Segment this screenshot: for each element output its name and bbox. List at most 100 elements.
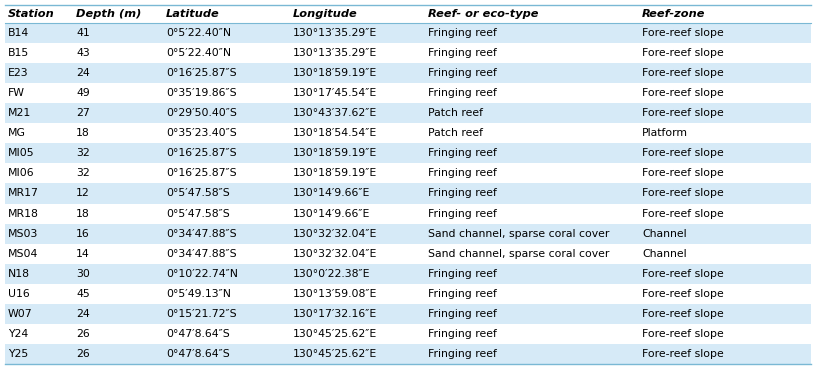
- Text: 0°15′21.72″S: 0°15′21.72″S: [166, 309, 237, 319]
- Text: Fore-reef slope: Fore-reef slope: [642, 88, 724, 98]
- Bar: [5, 23, 811, 43]
- Text: Fore-reef slope: Fore-reef slope: [642, 168, 724, 179]
- Text: 130°17′45.54″E: 130°17′45.54″E: [293, 88, 377, 98]
- Text: 130°13′35.29″E: 130°13′35.29″E: [293, 28, 377, 38]
- Text: Fringing reef: Fringing reef: [428, 189, 497, 199]
- Text: Fringing reef: Fringing reef: [428, 309, 497, 319]
- Text: MS04: MS04: [8, 249, 38, 259]
- Bar: [5, 304, 811, 324]
- Text: 0°16′25.87″S: 0°16′25.87″S: [166, 168, 237, 179]
- Text: MG: MG: [8, 128, 26, 138]
- Text: Reef- or eco-type: Reef- or eco-type: [428, 9, 539, 19]
- Text: Fore-reef slope: Fore-reef slope: [642, 309, 724, 319]
- Text: 130°0′22.38″E: 130°0′22.38″E: [293, 269, 370, 279]
- Text: 0°47′8.64″S: 0°47′8.64″S: [166, 329, 230, 339]
- Text: 24: 24: [76, 68, 90, 78]
- Text: Fringing reef: Fringing reef: [428, 88, 497, 98]
- Text: 0°5′47.58″S: 0°5′47.58″S: [166, 208, 230, 218]
- Text: 0°5′22.40″N: 0°5′22.40″N: [166, 48, 231, 58]
- Text: Depth (m): Depth (m): [76, 9, 141, 19]
- Text: 0°34′47.88″S: 0°34′47.88″S: [166, 249, 237, 259]
- Text: W07: W07: [8, 309, 33, 319]
- Text: FW: FW: [8, 88, 25, 98]
- Text: 130°13′35.29″E: 130°13′35.29″E: [293, 48, 377, 58]
- Bar: [5, 103, 811, 123]
- Text: Fore-reef slope: Fore-reef slope: [642, 208, 724, 218]
- Text: MR18: MR18: [8, 208, 39, 218]
- Text: Fore-reef slope: Fore-reef slope: [642, 68, 724, 78]
- Text: 18: 18: [76, 128, 90, 138]
- Bar: [5, 324, 811, 344]
- Text: E23: E23: [8, 68, 29, 78]
- Text: Fore-reef slope: Fore-reef slope: [642, 108, 724, 118]
- Text: Fore-reef slope: Fore-reef slope: [642, 289, 724, 299]
- Text: Fore-reef slope: Fore-reef slope: [642, 189, 724, 199]
- Text: 0°5′22.40″N: 0°5′22.40″N: [166, 28, 231, 38]
- Text: 130°18′59.19″E: 130°18′59.19″E: [293, 148, 377, 158]
- Text: Fringing reef: Fringing reef: [428, 168, 497, 179]
- Text: 130°32′32.04″E: 130°32′32.04″E: [293, 229, 377, 239]
- Text: 32: 32: [76, 168, 90, 179]
- Text: 130°18′59.19″E: 130°18′59.19″E: [293, 168, 377, 179]
- Text: 0°10′22.74″N: 0°10′22.74″N: [166, 269, 238, 279]
- Bar: [5, 284, 811, 304]
- Bar: [5, 43, 811, 63]
- Text: Fore-reef slope: Fore-reef slope: [642, 48, 724, 58]
- Text: Fringing reef: Fringing reef: [428, 349, 497, 359]
- Text: Platform: Platform: [642, 128, 688, 138]
- Text: N18: N18: [8, 269, 30, 279]
- Text: Patch reef: Patch reef: [428, 108, 483, 118]
- Text: Fringing reef: Fringing reef: [428, 329, 497, 339]
- Text: 0°47′8.64″S: 0°47′8.64″S: [166, 349, 230, 359]
- Text: Fore-reef slope: Fore-reef slope: [642, 28, 724, 38]
- Text: 14: 14: [76, 249, 90, 259]
- Text: 12: 12: [76, 189, 90, 199]
- Text: Fringing reef: Fringing reef: [428, 148, 497, 158]
- Text: 43: 43: [76, 48, 90, 58]
- Text: 130°18′59.19″E: 130°18′59.19″E: [293, 68, 377, 78]
- Text: M21: M21: [8, 108, 31, 118]
- Text: Fore-reef slope: Fore-reef slope: [642, 269, 724, 279]
- Bar: [5, 163, 811, 183]
- Text: B14: B14: [8, 28, 29, 38]
- Bar: [5, 143, 811, 163]
- Text: Channel: Channel: [642, 229, 686, 239]
- Bar: [5, 123, 811, 143]
- Text: 130°14′9.66″E: 130°14′9.66″E: [293, 208, 370, 218]
- Text: 32: 32: [76, 148, 90, 158]
- Text: Fore-reef slope: Fore-reef slope: [642, 349, 724, 359]
- Text: MR17: MR17: [8, 189, 39, 199]
- Text: 130°14′9.66″E: 130°14′9.66″E: [293, 189, 370, 199]
- Text: 26: 26: [76, 349, 90, 359]
- Text: 41: 41: [76, 28, 90, 38]
- Text: 49: 49: [76, 88, 90, 98]
- Text: Sand channel, sparse coral cover: Sand channel, sparse coral cover: [428, 249, 610, 259]
- Text: 0°35′23.40″S: 0°35′23.40″S: [166, 128, 237, 138]
- Text: 0°29′50.40″S: 0°29′50.40″S: [166, 108, 237, 118]
- Text: 130°13′59.08″E: 130°13′59.08″E: [293, 289, 377, 299]
- Text: 16: 16: [76, 229, 90, 239]
- Bar: [5, 224, 811, 244]
- Text: Fringing reef: Fringing reef: [428, 68, 497, 78]
- Text: 27: 27: [76, 108, 90, 118]
- Text: 24: 24: [76, 309, 90, 319]
- Text: Patch reef: Patch reef: [428, 128, 483, 138]
- Text: 0°16′25.87″S: 0°16′25.87″S: [166, 68, 237, 78]
- Text: Sand channel, sparse coral cover: Sand channel, sparse coral cover: [428, 229, 610, 239]
- Bar: [5, 204, 811, 224]
- Text: 30: 30: [76, 269, 90, 279]
- Text: 18: 18: [76, 208, 90, 218]
- Text: 130°45′25.62″E: 130°45′25.62″E: [293, 329, 377, 339]
- Text: 0°35′19.86″S: 0°35′19.86″S: [166, 88, 237, 98]
- Text: MS03: MS03: [8, 229, 38, 239]
- Text: 0°34′47.88″S: 0°34′47.88″S: [166, 229, 237, 239]
- Text: Fringing reef: Fringing reef: [428, 28, 497, 38]
- Text: 0°16′25.87″S: 0°16′25.87″S: [166, 148, 237, 158]
- Text: MI05: MI05: [8, 148, 34, 158]
- Bar: [5, 183, 811, 204]
- Text: MI06: MI06: [8, 168, 34, 179]
- Text: Y25: Y25: [8, 349, 29, 359]
- Text: Fringing reef: Fringing reef: [428, 269, 497, 279]
- Bar: [5, 63, 811, 83]
- Bar: [5, 83, 811, 103]
